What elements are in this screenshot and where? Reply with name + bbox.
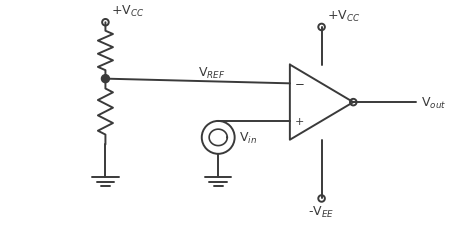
Text: V$_{in}$: V$_{in}$: [239, 130, 257, 145]
Text: +: +: [294, 116, 304, 126]
Text: +V$_{CC}$: +V$_{CC}$: [327, 9, 361, 24]
Text: -V$_{EE}$: -V$_{EE}$: [309, 204, 335, 219]
Text: V$_{out}$: V$_{out}$: [421, 95, 447, 110]
Text: −: −: [294, 77, 304, 90]
Text: V$_{REF}$: V$_{REF}$: [198, 65, 226, 80]
Circle shape: [101, 75, 109, 83]
Text: +V$_{CC}$: +V$_{CC}$: [111, 4, 145, 19]
